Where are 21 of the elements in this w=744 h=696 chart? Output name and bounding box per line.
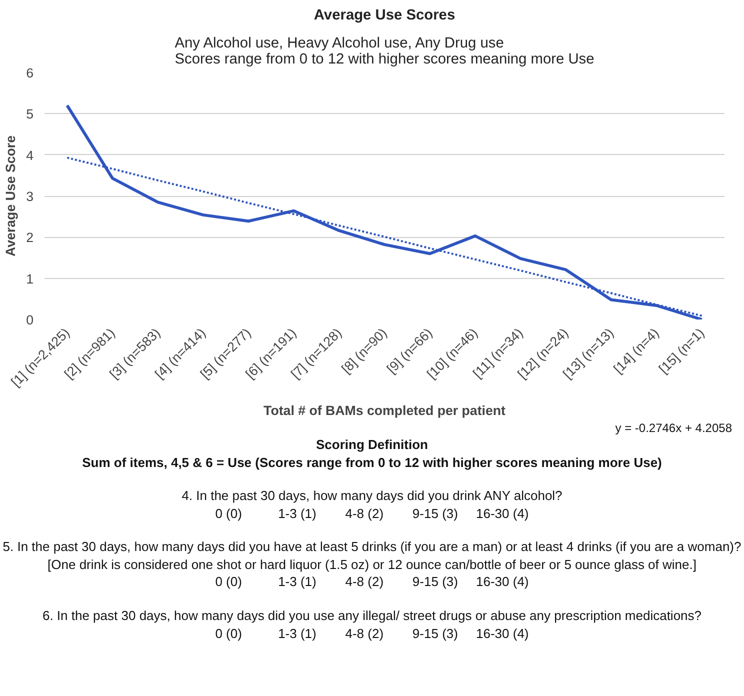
text: 0 (0) 1-3 (1) 4-8 (2) 9-15 (3) 16-30 (4) — [214, 504, 530, 522]
text: 5. In the past 30 days, how many days did you have at least 5 drinks (if you are a man) or at least 4 drinks (if you are a woman)? [One drink is considered one shot or hard liquor (1.5 oz) or 12 ounce can/bottle of beer or 5 ounce glass of wine.] — [2, 538, 742, 574]
y-tick-label: 6 — [26, 66, 34, 80]
text: y = -0.2746x + 4.2058 — [614, 420, 733, 436]
text: 6. In the past 30 days, how many days did you use any illegal/ street drugs or abuse any prescription medications? — [41, 607, 703, 625]
y-tick-label: 3 — [26, 189, 34, 204]
y-tick-label: 0 — [26, 312, 34, 328]
chart-subtitle: Any Alcohol use, Heavy Alcohol use, Any Drug use Scores range from 0 to 12 with higher scores meaning more Use — [174, 36, 594, 68]
y-tick-label: 4 — [26, 148, 34, 163]
text: 4. In the past 30 days, how many days did you drink ANY alcohol? — [180, 487, 564, 505]
text: 0 (0) 1-3 (1) 4-8 (2) 9-15 (3) 16-30 (4) — [214, 624, 530, 642]
chart-title: Average Use Scores — [314, 8, 456, 24]
text: Sum of items, 4,5 & 6 = Use (Scores range from 0 to 12 with higher scores meaning more Use) — [81, 454, 663, 472]
line-series — [66, 104, 704, 320]
y-tick-label: 2 — [26, 230, 34, 246]
y-axis-title: Average Use Score — [3, 135, 18, 257]
x-axis-title: Total # of BAMs completed per patient — [264, 402, 506, 418]
y-tick-label: 1 — [26, 271, 34, 286]
y-tick-label: 5 — [26, 106, 34, 122]
text: 0 (0) 1-3 (1) 4-8 (2) 9-15 (3) 16-30 (4) — [214, 573, 530, 592]
text: Scoring Definition — [315, 436, 429, 454]
